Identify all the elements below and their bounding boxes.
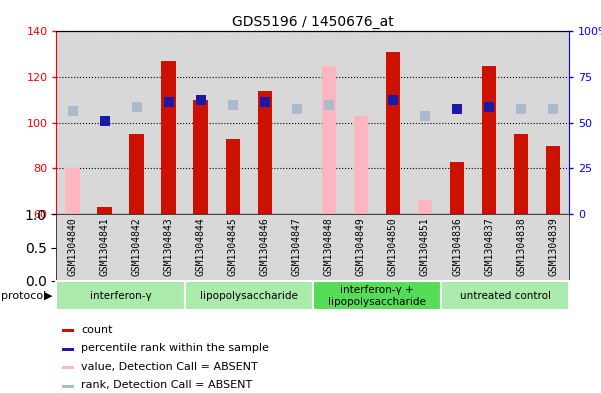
Point [228,101,237,108]
Bar [62,329,75,332]
Bar [482,66,496,214]
Text: GSM1304839: GSM1304839 [548,218,558,276]
Bar [62,384,75,387]
Point [420,113,430,119]
Text: untreated control: untreated control [460,291,551,301]
Bar [450,162,464,214]
Text: rank, Detection Call = ABSENT: rank, Detection Call = ABSENT [81,380,252,390]
Bar [129,134,144,214]
Bar [225,139,240,214]
Text: value, Detection Call = ABSENT: value, Detection Call = ABSENT [81,362,258,372]
Text: GSM1304849: GSM1304849 [356,218,366,276]
Text: GSM1304837: GSM1304837 [484,218,494,276]
Text: interferon-γ +
lipopolysaccharide: interferon-γ + lipopolysaccharide [328,285,426,307]
Text: GSM1304848: GSM1304848 [324,218,334,276]
Text: lipopolysaccharide: lipopolysaccharide [200,291,297,301]
Text: GSM1304842: GSM1304842 [132,218,142,276]
Point [324,101,334,108]
Text: percentile rank within the sample: percentile rank within the sample [81,343,269,353]
Bar [162,61,176,214]
Bar [62,366,75,369]
Text: GSM1304851: GSM1304851 [420,218,430,276]
Text: GSM1304850: GSM1304850 [388,218,398,276]
Point [548,106,558,112]
Point [516,106,526,112]
Bar [353,116,368,214]
Bar [441,281,569,310]
Text: interferon-γ: interferon-γ [90,291,151,301]
Text: GSM1304846: GSM1304846 [260,218,270,276]
Bar [62,348,75,351]
Point [388,97,398,103]
Bar [386,52,400,214]
Text: GSM1304838: GSM1304838 [516,218,526,276]
Text: GSM1304843: GSM1304843 [163,218,174,276]
Point [292,106,302,112]
Text: GSM1304840: GSM1304840 [67,218,78,276]
Title: GDS5196 / 1450676_at: GDS5196 / 1450676_at [232,15,394,29]
Point [132,104,141,110]
Bar [97,208,112,214]
Bar [194,100,208,214]
Text: ▶: ▶ [44,290,52,301]
Text: GSM1304836: GSM1304836 [452,218,462,276]
Text: GSM1304841: GSM1304841 [100,218,109,276]
Text: GSM1304847: GSM1304847 [292,218,302,276]
Bar [418,200,432,214]
Text: GSM1304844: GSM1304844 [196,218,206,276]
Text: protocol: protocol [1,290,46,301]
Point [164,99,174,105]
Bar [313,281,441,310]
Point [68,108,78,114]
Point [260,99,270,105]
Bar [56,281,185,310]
Bar [66,169,80,214]
Point [452,106,462,112]
Bar [546,146,560,214]
Point [484,104,494,110]
Text: count: count [81,325,112,335]
Point [100,118,109,124]
Bar [514,134,528,214]
Bar [258,91,272,214]
Text: GSM1304845: GSM1304845 [228,218,238,276]
Bar [322,66,336,214]
Bar [185,281,313,310]
Point [196,97,206,103]
